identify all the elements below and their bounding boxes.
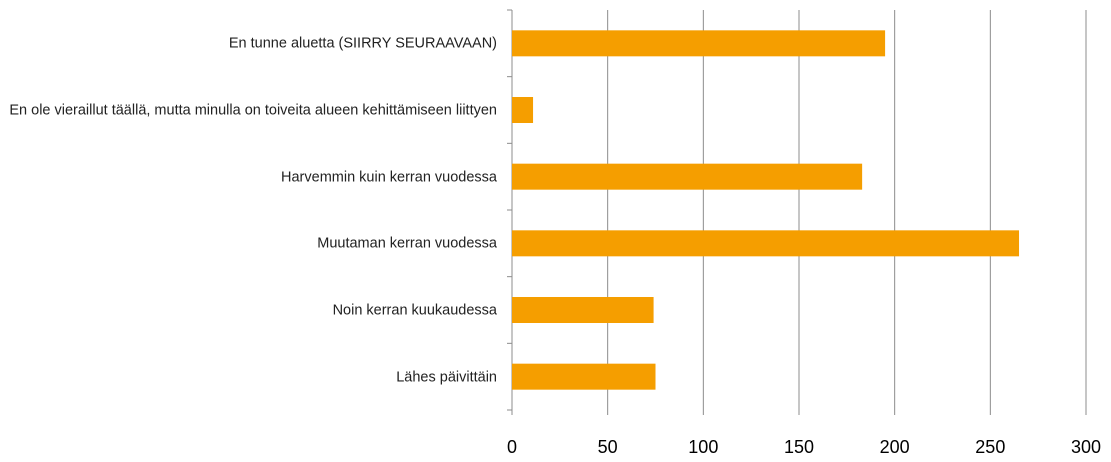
x-tick-label: 50 <box>598 437 618 457</box>
x-tick-label: 300 <box>1071 437 1101 457</box>
bar <box>512 363 656 390</box>
category-label: Lähes päivittäin <box>396 369 497 386</box>
x-tick-label: 150 <box>784 437 814 457</box>
category-label: Harvemmin kuin kerran vuodessa <box>281 169 497 186</box>
bar <box>512 297 654 323</box>
bar <box>512 97 534 123</box>
x-tick-label: 250 <box>975 437 1005 457</box>
x-tick-label: 100 <box>688 437 718 457</box>
x-tick-label: 0 <box>507 437 517 457</box>
bar <box>512 230 1020 257</box>
bar <box>512 163 863 190</box>
bar <box>512 30 886 57</box>
category-label: En tunne aluetta (SIIRRY SEURAAVAAN) <box>228 35 497 52</box>
category-label: En ole vieraillut täällä, mutta minulla … <box>9 102 497 119</box>
x-tick-label: 200 <box>880 437 910 457</box>
category-label: Noin kerran kuukaudessa <box>332 302 497 319</box>
category-label: Muutaman kerran vuodessa <box>317 235 497 252</box>
